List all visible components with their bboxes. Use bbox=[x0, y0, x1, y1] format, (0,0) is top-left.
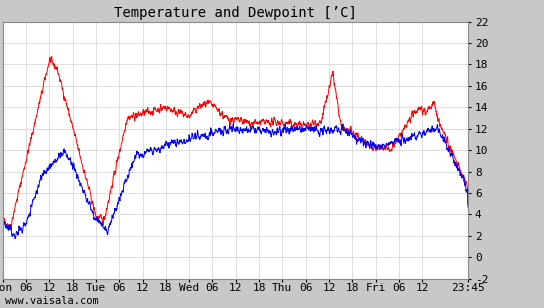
Title: Temperature and Dewpoint [’C]: Temperature and Dewpoint [’C] bbox=[114, 6, 357, 20]
Text: www.vaisala.com: www.vaisala.com bbox=[5, 297, 99, 306]
